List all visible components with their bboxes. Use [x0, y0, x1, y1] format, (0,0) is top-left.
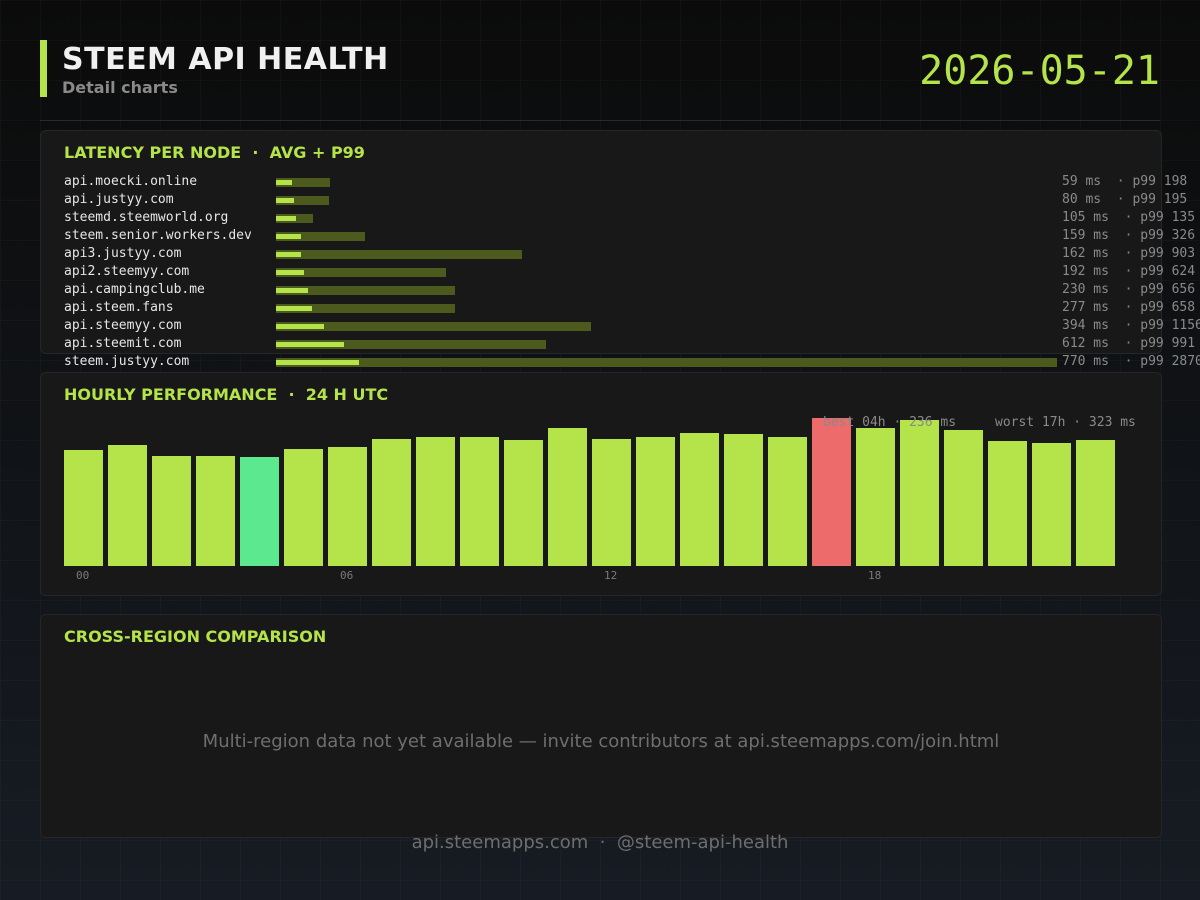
avg-bar [276, 360, 360, 365]
latency-value-label: 80 ms · p99 195 [1062, 192, 1188, 207]
p99-bar [276, 178, 330, 187]
node-name: steem.senior.workers.dev [64, 228, 252, 243]
latency-row: steemd.steemworld.org 105 ms · p99 135 [64, 210, 1200, 228]
avg-bar [276, 342, 345, 347]
page-subtitle: Detail charts [62, 78, 178, 97]
latency-value-label: 230 ms · p99 656 [1062, 282, 1196, 297]
latency-row: api.justyy.com 80 ms · p99 195 [64, 192, 1200, 210]
p99-bar [276, 214, 313, 223]
avg-bar [276, 306, 313, 311]
hourly-panel-title: HOURLY PERFORMANCE · 24 H UTC [64, 385, 389, 404]
latency-row: steem.justyy.com 770 ms · p99 2870 [64, 354, 1200, 372]
node-name: api.moecki.online [64, 174, 198, 189]
avg-bar [276, 180, 292, 185]
footer-text: api.steemapps.com · @steem-api-health [411, 832, 789, 853]
latency-panel: LATENCY PER NODE · AVG + P99 [40, 130, 1162, 354]
avg-bar [276, 216, 296, 221]
region-empty-message: Multi-region data not yet available — in… [202, 731, 1000, 752]
node-name: api.steemyy.com [64, 318, 182, 333]
latency-value-label: 105 ms · p99 135 [1062, 210, 1196, 225]
report-date: 2026-05-21 [919, 48, 1160, 94]
latency-value-label: 159 ms · p99 326 [1062, 228, 1196, 243]
latency-value-label: 192 ms · p99 624 [1062, 264, 1196, 279]
latency-value-label: 612 ms · p99 991 [1062, 336, 1196, 351]
avg-bar [276, 252, 302, 257]
latency-row: api.moecki.online 59 ms · p99 198 [64, 174, 1200, 192]
node-name: api.steemit.com [64, 336, 182, 351]
region-panel-title: CROSS-REGION COMPARISON [64, 627, 327, 646]
p99-bar [276, 322, 591, 331]
p99-bar [276, 232, 365, 241]
latency-row: api.steemit.com 612 ms · p99 991 [64, 336, 1200, 354]
latency-value-label: 162 ms · p99 903 [1062, 246, 1196, 261]
node-name: api3.justyy.com [64, 246, 182, 261]
latency-row: api.campingclub.me 230 ms · p99 656 [64, 282, 1200, 300]
latency-row: api.steemyy.com 394 ms · p99 1156 [64, 318, 1200, 336]
latency-value-label: 770 ms · p99 2870 [1062, 354, 1200, 369]
node-name: steem.justyy.com [64, 354, 190, 369]
node-name: api2.steemyy.com [64, 264, 190, 279]
title-accent-bar [40, 40, 47, 97]
p99-bar [276, 196, 330, 205]
latency-row: steem.senior.workers.dev 159 ms · p99 326 [64, 228, 1200, 246]
avg-bar [276, 324, 324, 329]
avg-bar [276, 270, 305, 275]
avg-bar [276, 198, 294, 203]
region-panel: CROSS-REGION COMPARISON Multi-region dat… [40, 614, 1162, 838]
page-title: STEEM API HEALTH [62, 42, 389, 77]
node-name: api.steem.fans [64, 300, 174, 315]
latency-value-label: 277 ms · p99 658 [1062, 300, 1196, 315]
latency-value-label: 394 ms · p99 1156 [1062, 318, 1200, 333]
node-name: api.justyy.com [64, 192, 174, 207]
best-hour-label: best 04h · 236 ms [823, 415, 957, 430]
latency-value-label: 59 ms · p99 198 [1062, 174, 1188, 189]
latency-row: api.steem.fans 277 ms · p99 658 [64, 300, 1200, 318]
p99-bar [276, 268, 446, 277]
p99-bar [276, 286, 455, 295]
latency-panel-title: LATENCY PER NODE · AVG + P99 [64, 143, 365, 162]
header-divider [40, 120, 1160, 121]
latency-row: api3.justyy.com 162 ms · p99 903 [64, 246, 1200, 264]
hourly-panel: HOURLY PERFORMANCE · 24 H UTC [40, 372, 1162, 596]
p99-bar [276, 250, 522, 259]
p99-bar [276, 304, 456, 313]
p99-bar [276, 340, 546, 349]
worst-hour-label: worst 17h · 323 ms [995, 415, 1136, 430]
avg-bar [276, 234, 302, 239]
p99-bar [276, 358, 1057, 367]
latency-row: api2.steemyy.com 192 ms · p99 624 [64, 264, 1200, 282]
node-name: api.campingclub.me [64, 282, 205, 297]
avg-bar [276, 288, 308, 293]
node-name: steemd.steemworld.org [64, 210, 229, 225]
